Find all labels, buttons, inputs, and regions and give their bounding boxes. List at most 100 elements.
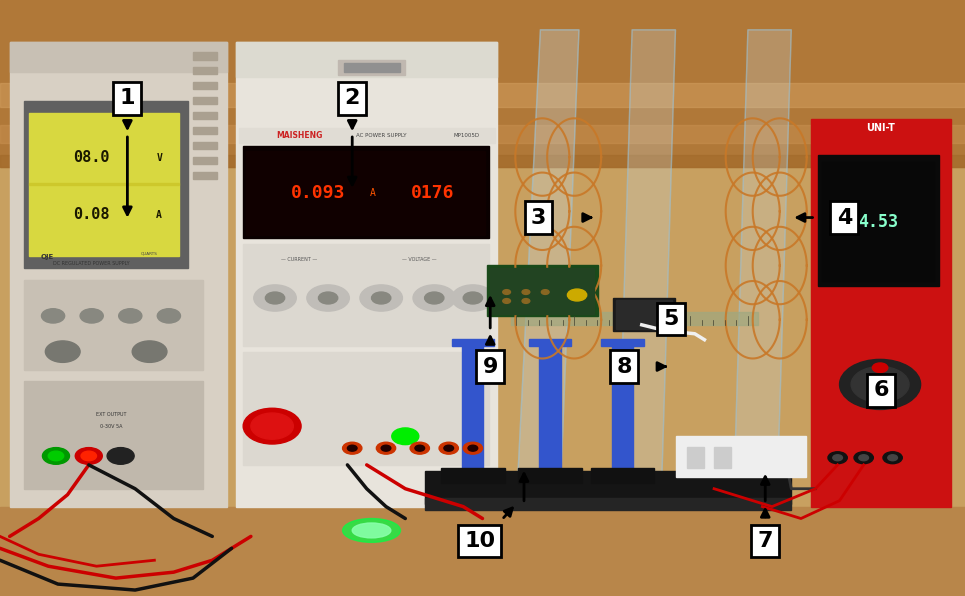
Text: 0.08: 0.08 bbox=[73, 207, 110, 222]
Text: A: A bbox=[370, 188, 375, 198]
Bar bbox=[676, 436, 806, 477]
Bar bbox=[193, 157, 217, 164]
Bar bbox=[676, 436, 806, 477]
Circle shape bbox=[503, 290, 510, 294]
Bar bbox=[490, 268, 594, 314]
Bar bbox=[425, 498, 791, 510]
Bar bbox=[193, 112, 217, 119]
Text: 08.0: 08.0 bbox=[73, 150, 110, 166]
Bar bbox=[24, 381, 203, 489]
Circle shape bbox=[415, 445, 425, 451]
Bar bbox=[10, 42, 227, 72]
Circle shape bbox=[81, 451, 96, 461]
Bar bbox=[236, 42, 497, 507]
Text: — VOLTAGE —: — VOLTAGE — bbox=[402, 257, 437, 262]
Bar bbox=[193, 127, 217, 134]
Bar bbox=[714, 447, 731, 468]
Circle shape bbox=[132, 341, 167, 362]
Circle shape bbox=[463, 442, 482, 454]
Circle shape bbox=[413, 285, 455, 311]
Text: — CURRENT —: — CURRENT — bbox=[281, 257, 317, 262]
Circle shape bbox=[347, 445, 357, 451]
Bar bbox=[236, 42, 497, 507]
Bar bbox=[193, 142, 217, 149]
Text: 4: 4 bbox=[837, 207, 852, 228]
Bar bbox=[29, 113, 179, 256]
Circle shape bbox=[872, 363, 888, 372]
Circle shape bbox=[42, 448, 69, 464]
Text: 2: 2 bbox=[345, 88, 360, 108]
Circle shape bbox=[307, 285, 349, 311]
Bar bbox=[0, 507, 965, 596]
Text: A: A bbox=[156, 210, 162, 219]
Bar bbox=[193, 82, 217, 89]
Bar bbox=[452, 339, 494, 346]
Bar bbox=[193, 52, 217, 60]
Text: 1: 1 bbox=[120, 88, 135, 108]
Circle shape bbox=[828, 452, 847, 464]
Bar bbox=[24, 280, 203, 370]
Bar bbox=[511, 312, 758, 325]
Circle shape bbox=[80, 309, 103, 323]
Bar bbox=[0, 83, 965, 107]
Circle shape bbox=[410, 442, 429, 454]
Text: 0176: 0176 bbox=[410, 184, 455, 202]
Text: 3: 3 bbox=[531, 207, 546, 228]
Bar bbox=[811, 119, 951, 507]
Text: 0.093: 0.093 bbox=[291, 184, 345, 202]
Circle shape bbox=[254, 285, 296, 311]
Bar bbox=[243, 352, 489, 465]
Circle shape bbox=[463, 292, 482, 304]
Bar bbox=[10, 42, 227, 507]
Text: QUARTS: QUARTS bbox=[141, 252, 158, 255]
Text: MAISHENG: MAISHENG bbox=[276, 131, 322, 140]
Bar bbox=[239, 128, 495, 143]
Ellipse shape bbox=[352, 523, 391, 538]
Circle shape bbox=[859, 455, 868, 461]
Circle shape bbox=[452, 285, 494, 311]
Circle shape bbox=[444, 445, 454, 451]
Text: 10: 10 bbox=[464, 531, 495, 551]
Text: OJE: OJE bbox=[41, 254, 54, 260]
Circle shape bbox=[243, 408, 301, 444]
Bar bbox=[0, 155, 965, 167]
Bar bbox=[193, 172, 217, 179]
Circle shape bbox=[522, 290, 530, 294]
Bar bbox=[243, 244, 489, 346]
Circle shape bbox=[883, 452, 902, 464]
Circle shape bbox=[888, 455, 897, 461]
Bar bbox=[687, 447, 704, 468]
Circle shape bbox=[439, 442, 458, 454]
Bar bbox=[344, 63, 400, 72]
Bar bbox=[616, 300, 672, 329]
Text: UNI-T: UNI-T bbox=[866, 123, 895, 133]
Text: EXT OUTPUT: EXT OUTPUT bbox=[96, 412, 126, 417]
Circle shape bbox=[45, 341, 80, 362]
Bar bbox=[818, 155, 939, 286]
Text: 4.53: 4.53 bbox=[858, 213, 898, 231]
Text: 0-30V 5A: 0-30V 5A bbox=[99, 424, 123, 429]
Text: 8: 8 bbox=[617, 356, 632, 377]
Circle shape bbox=[392, 428, 419, 445]
Circle shape bbox=[360, 285, 402, 311]
Circle shape bbox=[541, 290, 549, 294]
Text: 7: 7 bbox=[758, 531, 773, 551]
Bar bbox=[487, 265, 598, 316]
Bar bbox=[529, 339, 571, 346]
Polygon shape bbox=[516, 30, 579, 507]
Bar bbox=[441, 468, 505, 483]
Circle shape bbox=[503, 299, 510, 303]
Bar bbox=[193, 97, 217, 104]
Bar bbox=[613, 298, 675, 331]
Bar bbox=[10, 42, 227, 507]
Circle shape bbox=[251, 413, 293, 439]
Bar bbox=[243, 146, 489, 238]
Ellipse shape bbox=[343, 519, 400, 542]
Circle shape bbox=[425, 292, 444, 304]
Circle shape bbox=[119, 309, 142, 323]
Bar bbox=[462, 340, 483, 471]
Circle shape bbox=[468, 445, 478, 451]
Circle shape bbox=[372, 292, 391, 304]
Bar bbox=[0, 0, 965, 167]
Bar bbox=[246, 151, 485, 235]
